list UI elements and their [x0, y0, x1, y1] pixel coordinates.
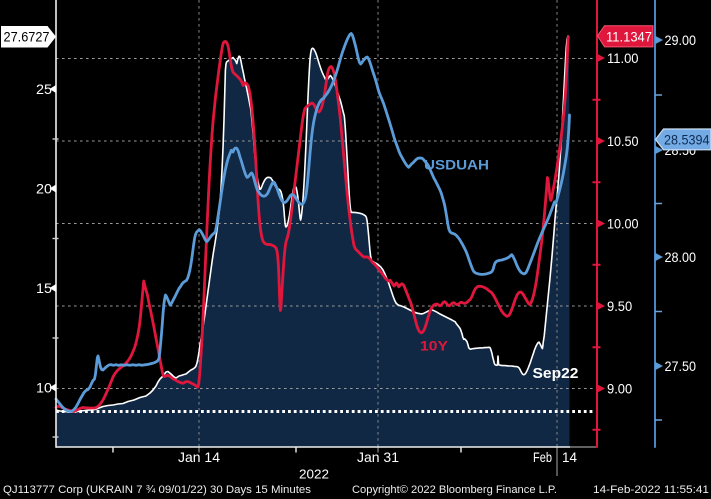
- svg-text:2022: 2022: [299, 467, 329, 482]
- svg-text:10.00: 10.00: [607, 216, 639, 232]
- svg-text:Feb: Feb: [533, 449, 552, 465]
- svg-text:29.00: 29.00: [665, 32, 697, 48]
- svg-text:USDUAH: USDUAH: [424, 157, 489, 173]
- svg-text:27.50: 27.50: [665, 358, 697, 374]
- svg-text:Jan 14: Jan 14: [178, 449, 220, 465]
- svg-text:20: 20: [36, 181, 52, 197]
- svg-text:14: 14: [562, 449, 577, 465]
- svg-text:25: 25: [36, 81, 52, 97]
- svg-text:10Y: 10Y: [420, 338, 449, 354]
- svg-text:9.50: 9.50: [607, 298, 632, 314]
- svg-text:Sep22: Sep22: [533, 366, 579, 382]
- svg-text:11.1347: 11.1347: [606, 28, 652, 44]
- svg-text:11.00: 11.00: [607, 50, 639, 66]
- svg-text:9.00: 9.00: [607, 381, 632, 397]
- svg-text:10: 10: [36, 380, 52, 396]
- svg-text:QJ113777 Corp (UKRAIN 7 ¾ 09/: QJ113777 Corp (UKRAIN 7 ¾ 09/01/22) 30 D…: [3, 484, 312, 496]
- svg-text:14-Feb-2022 11:55:41: 14-Feb-2022 11:55:41: [593, 484, 709, 496]
- svg-text:15: 15: [36, 280, 52, 296]
- svg-text:Jan 31: Jan 31: [357, 449, 399, 465]
- svg-text:Copyright© 2022 Bloomberg Fina: Copyright© 2022 Bloomberg Finance L.P.: [352, 484, 557, 496]
- svg-text:27.6727: 27.6727: [4, 29, 50, 45]
- svg-text:28.5394: 28.5394: [664, 132, 710, 148]
- svg-text:10.50: 10.50: [607, 133, 639, 149]
- svg-text:28.00: 28.00: [665, 249, 697, 265]
